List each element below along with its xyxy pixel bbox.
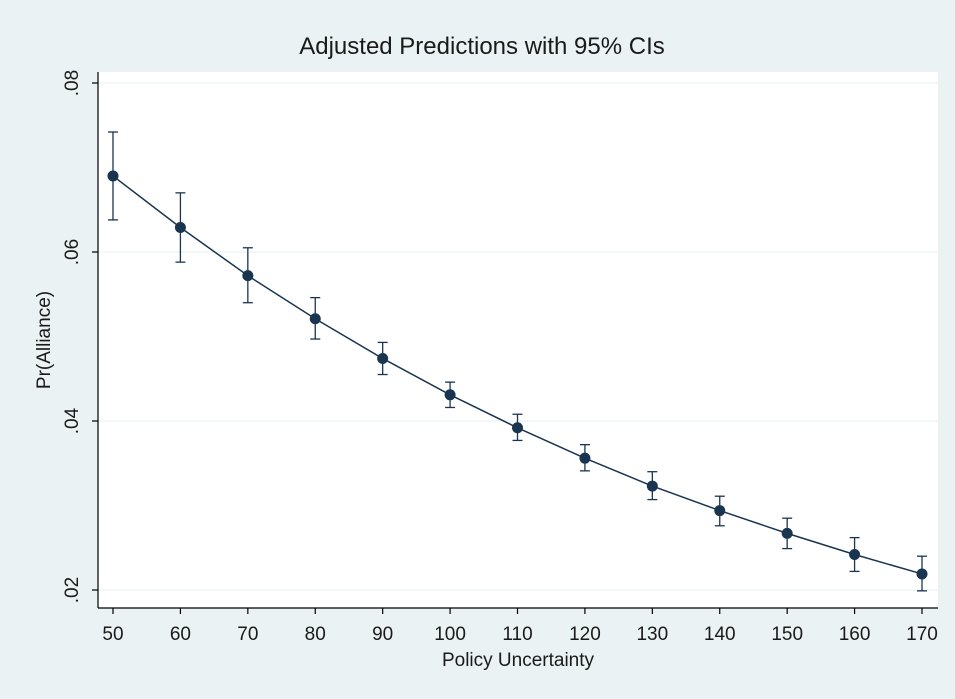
y-tick-label: .04 xyxy=(62,407,83,434)
data-point xyxy=(174,221,186,233)
tick-labels: .02 .04 .06 .08 50 60 70 80 90 100 110 120 130 140 150… xyxy=(62,70,938,645)
axes xyxy=(92,72,938,614)
x-tick-label: 130 xyxy=(636,624,668,645)
data-point xyxy=(849,549,861,561)
y-tick-label: .02 xyxy=(62,577,83,603)
data-point xyxy=(309,313,321,325)
x-tick-label: 70 xyxy=(237,624,258,645)
data-point xyxy=(107,170,119,182)
x-tick-label: 160 xyxy=(839,624,871,645)
x-tick-label: 150 xyxy=(771,624,803,645)
x-tick-label: 120 xyxy=(569,624,601,645)
data-point xyxy=(444,389,456,401)
y-axis-label: Pr(Alliance) xyxy=(34,291,55,389)
data-point xyxy=(242,270,254,282)
x-tick-label: 50 xyxy=(102,624,123,645)
x-tick-label: 110 xyxy=(502,624,532,645)
data-point xyxy=(512,422,523,434)
data-point xyxy=(714,505,726,517)
x-axis-label: Policy Uncertainty xyxy=(442,650,595,671)
prediction-points xyxy=(107,170,928,580)
x-tick-label: 140 xyxy=(704,624,736,645)
y-tick-label: .06 xyxy=(62,239,83,265)
x-tick-label: 90 xyxy=(372,624,393,645)
data-point xyxy=(781,527,793,539)
plot-area xyxy=(98,72,938,608)
y-tick-label: .08 xyxy=(62,70,83,96)
data-point xyxy=(646,480,658,492)
x-tick-label: 80 xyxy=(305,624,326,645)
data-point xyxy=(579,452,591,464)
x-tick-label: 60 xyxy=(170,624,191,645)
data-point xyxy=(916,568,928,580)
chart-title: Adjusted Predictions with 95% CIs xyxy=(299,33,665,60)
data-point xyxy=(377,352,389,364)
x-tick-label: 100 xyxy=(434,624,466,645)
x-tick-label: 170 xyxy=(906,624,938,645)
